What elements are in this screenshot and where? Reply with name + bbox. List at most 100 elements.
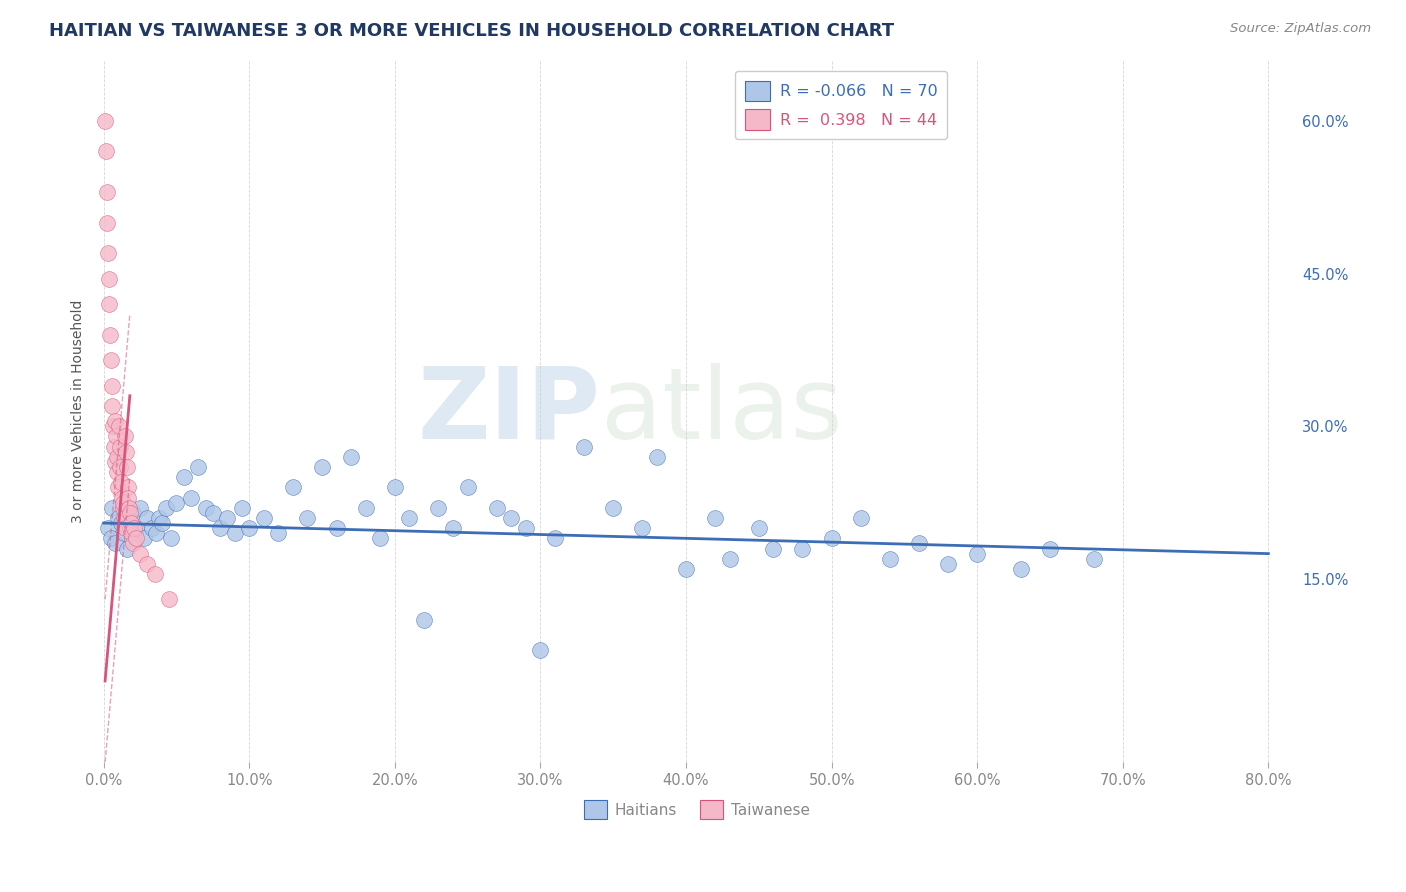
Point	[325, 521, 347, 535]
Point	[792, 541, 814, 556]
Point	[115, 460, 138, 475]
Point	[180, 491, 202, 505]
Point	[129, 547, 152, 561]
Point	[103, 455, 125, 469]
Point	[120, 516, 142, 530]
Point	[117, 480, 139, 494]
Point	[115, 444, 138, 458]
Point	[150, 516, 173, 530]
Point	[159, 532, 181, 546]
Point	[311, 460, 333, 475]
Point	[217, 511, 239, 525]
Point	[1010, 562, 1032, 576]
Point	[762, 541, 785, 556]
Point	[124, 521, 146, 535]
Point	[908, 536, 931, 550]
Point	[101, 500, 124, 515]
Point	[368, 532, 391, 546]
Point	[572, 440, 595, 454]
Point	[267, 526, 290, 541]
Legend: Haitians, Taiwanese: Haitians, Taiwanese	[578, 794, 815, 825]
Point	[98, 327, 121, 342]
Point	[96, 216, 118, 230]
Point	[112, 526, 135, 541]
Point	[122, 521, 145, 535]
Point	[631, 521, 654, 535]
Point	[820, 532, 842, 546]
Point	[748, 521, 770, 535]
Point	[148, 511, 170, 525]
Point	[231, 500, 253, 515]
Point	[110, 475, 132, 490]
Point	[441, 521, 464, 535]
Point	[105, 429, 128, 443]
Point	[103, 440, 125, 454]
Point	[966, 547, 988, 561]
Point	[110, 516, 132, 530]
Point	[136, 511, 159, 525]
Point	[104, 536, 127, 550]
Point	[141, 521, 163, 535]
Text: ZIP: ZIP	[418, 362, 600, 459]
Point	[124, 532, 146, 546]
Point	[104, 414, 127, 428]
Text: Source: ZipAtlas.com: Source: ZipAtlas.com	[1230, 22, 1371, 36]
Point	[155, 500, 177, 515]
Point	[114, 429, 136, 443]
Point	[98, 297, 121, 311]
Point	[340, 450, 363, 464]
Point	[120, 526, 142, 541]
Y-axis label: 3 or more Vehicles in Household: 3 or more Vehicles in Household	[72, 300, 86, 523]
Point	[936, 557, 959, 571]
Point	[117, 491, 139, 505]
Point	[544, 532, 567, 546]
Point	[143, 566, 166, 581]
Point	[100, 532, 122, 546]
Point	[281, 480, 304, 494]
Point	[97, 521, 120, 535]
Point	[354, 500, 377, 515]
Point	[110, 460, 132, 475]
Point	[111, 491, 134, 505]
Point	[485, 500, 508, 515]
Point	[1039, 541, 1062, 556]
Point	[718, 551, 741, 566]
Point	[107, 511, 129, 525]
Point	[97, 271, 120, 285]
Point	[114, 521, 136, 535]
Point	[112, 496, 135, 510]
Point	[101, 399, 124, 413]
Point	[121, 536, 143, 550]
Point	[398, 511, 420, 525]
Point	[253, 511, 276, 525]
Point	[602, 500, 624, 515]
Point	[101, 419, 124, 434]
Point	[165, 496, 187, 510]
Point	[107, 480, 129, 494]
Point	[1083, 551, 1105, 566]
Point	[108, 440, 131, 454]
Text: HAITIAN VS TAIWANESE 3 OR MORE VEHICLES IN HOUSEHOLD CORRELATION CHART: HAITIAN VS TAIWANESE 3 OR MORE VEHICLES …	[49, 22, 894, 40]
Point	[118, 506, 141, 520]
Point	[675, 562, 697, 576]
Point	[238, 521, 260, 535]
Point	[129, 500, 152, 515]
Point	[645, 450, 668, 464]
Point	[111, 500, 134, 515]
Point	[879, 551, 901, 566]
Point	[849, 511, 872, 525]
Point	[224, 526, 246, 541]
Point	[115, 541, 138, 556]
Point	[501, 511, 523, 525]
Point	[384, 480, 406, 494]
Point	[107, 465, 129, 479]
Point	[97, 246, 120, 260]
Point	[136, 557, 159, 571]
Point	[134, 532, 156, 546]
Point	[94, 113, 117, 128]
Point	[209, 521, 232, 535]
Point	[94, 145, 117, 159]
Point	[96, 185, 118, 199]
Point	[100, 378, 122, 392]
Point	[118, 500, 141, 515]
